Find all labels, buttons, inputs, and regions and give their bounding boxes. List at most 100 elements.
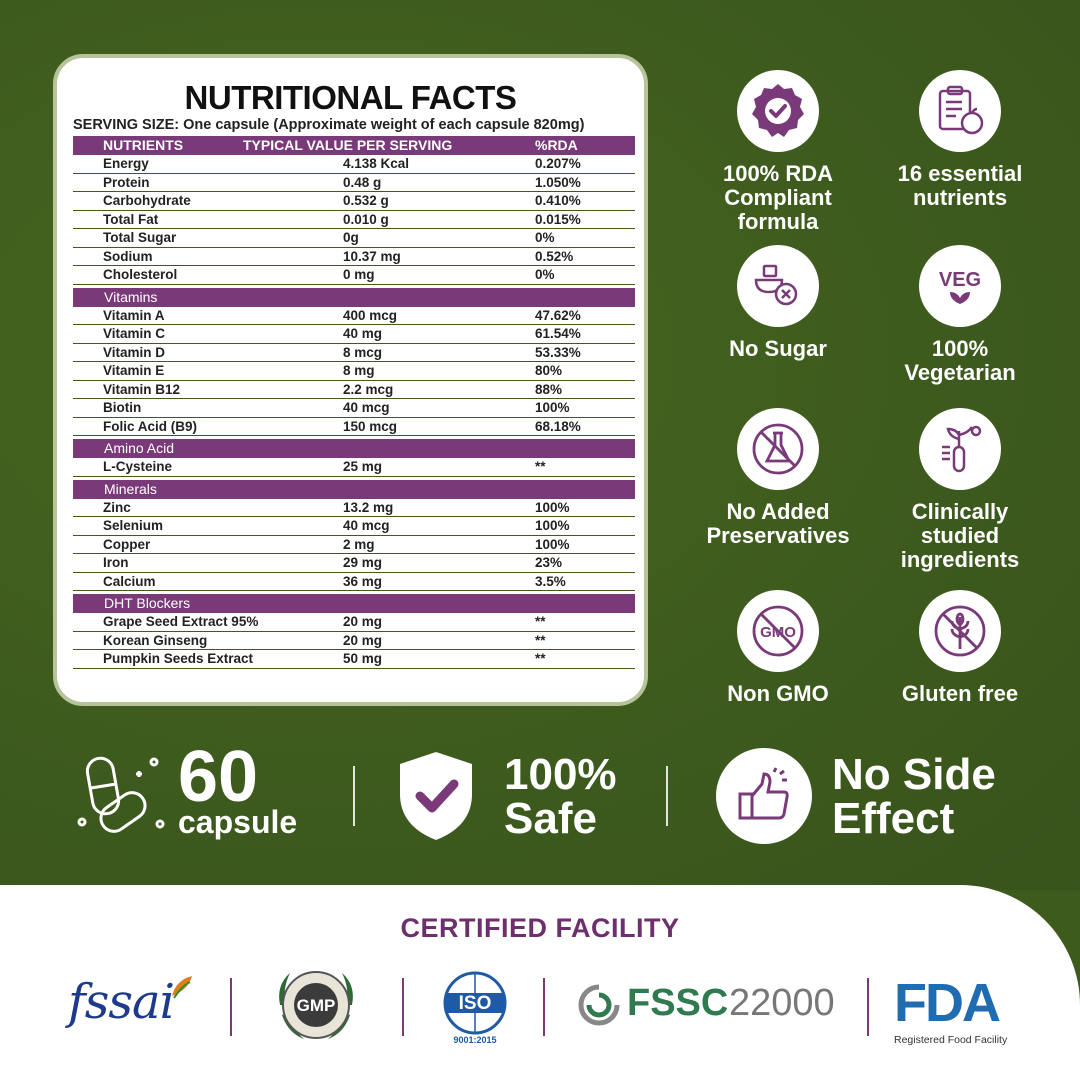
- section-header: Minerals: [73, 479, 635, 499]
- badge-check-icon: [737, 70, 819, 152]
- table-row: Iron 29 mg 23%: [73, 554, 635, 573]
- side-effect-line1: No Side: [832, 750, 996, 799]
- nutrient-value: 40 mcg: [343, 518, 390, 533]
- table-row: Vitamin A 400 mcg 47.62%: [73, 307, 635, 325]
- table-header: NUTRIENTS TYPICAL VALUE PER SERVING %RDA: [73, 136, 635, 155]
- nutrient-value: 0.010 g: [343, 211, 389, 227]
- nutrient-name: Energy: [103, 156, 149, 171]
- nutrient-value: 29 mg: [343, 555, 383, 570]
- table-row: Vitamin C 40 mg 61.54%: [73, 325, 635, 344]
- clipboard-apple-icon: [919, 70, 1001, 152]
- cert-divider: [402, 978, 404, 1036]
- feature-no-preservatives: No Added Preservatives: [688, 408, 868, 548]
- nutrient-name: Vitamin D: [103, 344, 166, 360]
- divider: [353, 766, 355, 826]
- nutrient-name: Selenium: [103, 518, 164, 533]
- plant-testtube-icon: [919, 408, 1001, 490]
- nutrient-value: 2.2 mcg: [343, 381, 394, 397]
- nutrient-name: Vitamin A: [103, 307, 165, 323]
- nutrient-name: Cholesterol: [103, 267, 178, 282]
- table-row: Energy 4.138 Kcal 0.207%: [73, 155, 635, 174]
- nutrition-title: NUTRITIONAL FACTS: [184, 79, 517, 116]
- nutrient-value: 400 mcg: [343, 307, 398, 323]
- non-gmo-icon: GMO: [737, 590, 819, 672]
- safe-percent: 100%: [504, 750, 617, 799]
- nutrition-facts-card: NUTRITIONAL FACTS SERVING SIZE: One caps…: [53, 54, 648, 706]
- cert-divider: [543, 978, 545, 1036]
- certified-facility-title: CERTIFIED FACILITY: [400, 913, 680, 943]
- nutrient-rda: 68.18%: [535, 418, 581, 434]
- table-row: Cholesterol 0 mg 0%: [73, 266, 635, 285]
- nutrient-value: 0.532 g: [343, 193, 389, 208]
- feature-essential-nutrients: 16 essential nutrients: [870, 70, 1050, 210]
- cert-divider: [867, 978, 869, 1036]
- feature-label: 100% Vegetarian: [904, 336, 1016, 385]
- nutrient-name: Carbohydrate: [103, 193, 191, 208]
- nutrient-name: Korean Ginseng: [103, 632, 208, 648]
- nutrient-rda: 53.33%: [535, 344, 581, 360]
- section-header: Vitamins: [73, 287, 635, 307]
- nutrient-name: Sodium: [103, 248, 153, 264]
- nutrient-rda: 100%: [535, 518, 570, 533]
- capsule-pill-icon: [76, 752, 166, 842]
- header-typical-value: TYPICAL VALUE PER SERVING: [243, 137, 453, 153]
- nutrient-rda: 0.207%: [535, 156, 581, 171]
- nutrient-value: 36 mg: [343, 573, 383, 589]
- nutrient-value: 10.37 mg: [343, 248, 401, 264]
- nutrient-value: 20 mg: [343, 614, 383, 629]
- nutrient-rda: 100%: [535, 536, 570, 552]
- gmp-logo: GMP: [268, 965, 364, 1045]
- nutrient-value: 40 mcg: [343, 400, 390, 415]
- table-row: Calcium 36 mg 3.5%: [73, 573, 635, 591]
- iso-text: ISO: [458, 993, 492, 1014]
- capsule-word: capsule: [178, 804, 298, 840]
- nutrient-rda: 1.050%: [535, 174, 581, 190]
- feature-label: 16 essential nutrients: [897, 161, 1023, 210]
- feature-label: No Sugar: [729, 336, 827, 361]
- nutrient-rda: 100%: [535, 499, 570, 515]
- nutrient-value: 2 mg: [343, 536, 375, 552]
- nutrient-value: 25 mg: [343, 459, 383, 474]
- veg-icon: VEG: [919, 245, 1001, 327]
- feature-label: Non GMO: [727, 681, 829, 706]
- fssc-logo: FSSC 22000: [577, 980, 842, 1030]
- fda-logo: FDA Registered Food Facility: [892, 975, 1022, 1050]
- table-row: Folic Acid (B9) 150 mcg 68.18%: [73, 418, 635, 436]
- header-nutrients: NUTRIENTS: [103, 137, 184, 153]
- capsule-count: 60: [178, 737, 259, 817]
- nutrient-rda: 0.015%: [535, 211, 581, 227]
- nutrient-name: Vitamin C: [103, 326, 166, 341]
- nutrient-rda: 80%: [535, 363, 563, 378]
- fssai-logo: fssai: [68, 972, 198, 1038]
- table-row: Selenium 40 mcg 100%: [73, 517, 635, 536]
- nutrient-rda: 0%: [535, 230, 555, 245]
- cert-divider: [230, 978, 232, 1036]
- table-row: Pumpkin Seeds Extract 50 mg **: [73, 650, 635, 669]
- feature-label: 100% RDA Compliant formula: [722, 161, 834, 234]
- feature-vegetarian: VEG 100% Vegetarian: [870, 245, 1050, 385]
- nutrient-name: Folic Acid (B9): [103, 418, 198, 434]
- nutrient-name: Protein: [103, 174, 150, 190]
- nutrient-value: 20 mg: [343, 632, 383, 648]
- divider: [666, 766, 668, 826]
- nutrient-rda: 0.52%: [535, 248, 574, 264]
- nutrient-name: Vitamin E: [103, 363, 165, 378]
- fda-subtitle: Registered Food Facility: [894, 1034, 1008, 1046]
- nutrient-rda: 3.5%: [535, 573, 566, 589]
- nutrient-value: 8 mcg: [343, 344, 383, 360]
- table-row: Copper 2 mg 100%: [73, 536, 635, 554]
- section-header: Amino Acid: [73, 439, 635, 458]
- no-sugar-icon: [737, 245, 819, 327]
- nutrient-value: 40 mg: [343, 326, 383, 341]
- feature-rda-compliant: 100% RDA Compliant formula: [688, 70, 868, 234]
- shield-check-icon: [394, 748, 478, 849]
- feature-clinically-studied: Clinically studied ingredients: [870, 408, 1050, 572]
- nutrition-table: NUTRIENTS TYPICAL VALUE PER SERVING %RDA…: [73, 136, 635, 669]
- gmp-text: GMP: [296, 996, 336, 1015]
- header-rda: %RDA: [535, 137, 578, 153]
- iso-standard: 9001:2015: [453, 1035, 497, 1045]
- safe-word: Safe: [504, 794, 597, 843]
- section-header: DHT Blockers: [73, 594, 635, 613]
- nutrient-name: Iron: [103, 555, 129, 570]
- nutrient-name: Pumpkin Seeds Extract: [103, 651, 254, 666]
